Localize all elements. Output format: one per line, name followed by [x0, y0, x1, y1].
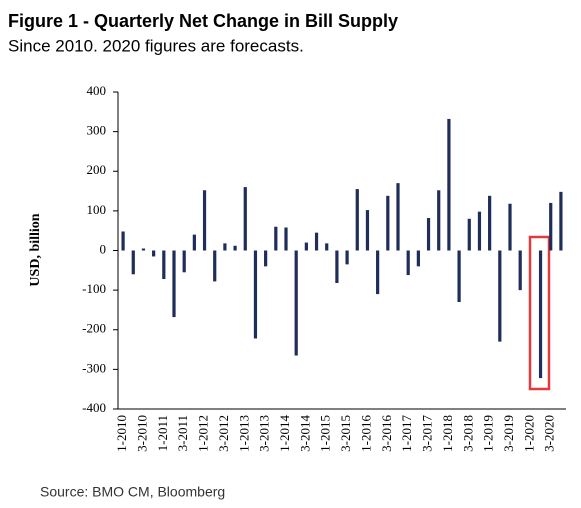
- x-tick-label: 1-2013: [236, 415, 251, 452]
- bar: [376, 250, 380, 295]
- bar: [355, 189, 359, 251]
- bar: [141, 248, 146, 251]
- bar: [559, 191, 563, 251]
- y-tick-label: 100: [87, 202, 107, 217]
- x-tick-label: 1-2014: [277, 415, 292, 452]
- bar: [162, 250, 166, 280]
- bar: [192, 234, 196, 251]
- bar: [447, 118, 451, 251]
- x-tick-label: 1-2012: [196, 415, 211, 452]
- chart-subtitle: Since 2010. 2020 figures are forecasts.: [8, 36, 304, 55]
- bar: [335, 250, 339, 283]
- bar: [498, 250, 502, 342]
- bar: [264, 250, 268, 267]
- x-tick-label: 1-2011: [155, 415, 170, 451]
- bar: [182, 250, 186, 273]
- bar: [284, 227, 288, 251]
- x-tick-label: 3-2011: [175, 415, 190, 451]
- bar: [396, 183, 400, 251]
- x-tick-label: 3-2019: [501, 415, 516, 452]
- bar: [294, 250, 298, 356]
- bar: [202, 190, 207, 251]
- x-tick-label: 1-2015: [318, 415, 333, 452]
- y-tick-label: -400: [82, 400, 106, 415]
- chart-title: Figure 1 - Quarterly Net Change in Bill …: [8, 11, 398, 31]
- bar: [152, 250, 156, 257]
- bar: [549, 202, 553, 251]
- highlight-box: [528, 235, 551, 391]
- bar: [406, 250, 410, 276]
- y-tick-label: 200: [87, 162, 107, 177]
- bar: [213, 250, 217, 282]
- x-tick-label: 3-2012: [216, 415, 231, 452]
- x-tick-label: 1-2018: [440, 415, 455, 452]
- x-tick-label: 1-2019: [481, 415, 496, 452]
- bar: [223, 243, 227, 251]
- bar: [518, 250, 522, 291]
- x-tick-label: 3-2015: [338, 415, 353, 452]
- y-tick-label: -200: [82, 321, 106, 336]
- bar: [457, 250, 461, 303]
- bar: [477, 211, 482, 251]
- bar: [325, 243, 329, 251]
- y-tick-label: 400: [87, 83, 107, 98]
- x-tick-label: 3-2014: [297, 415, 312, 452]
- bar: [131, 250, 135, 275]
- x-tick-label: 1-2017: [399, 415, 414, 452]
- bar: [345, 250, 349, 265]
- x-tick-label: 3-2017: [420, 415, 435, 452]
- y-axis-label: USD, billion: [28, 213, 43, 286]
- bar: [508, 203, 512, 251]
- x-tick-label: 1-2020: [521, 415, 536, 452]
- x-tick-label: 3-2010: [134, 415, 149, 452]
- bar: [488, 195, 492, 251]
- x-tick-label: 3-2016: [379, 415, 394, 452]
- bar: [386, 195, 390, 251]
- bar: [121, 231, 125, 251]
- y-tick-label: -100: [82, 281, 106, 296]
- bar: [243, 187, 247, 251]
- y-tick-label: -300: [82, 360, 106, 375]
- bar: [172, 250, 176, 318]
- x-tick-label: 1-2010: [114, 415, 129, 452]
- x-tick-label: 3-2013: [257, 415, 272, 452]
- x-tick-label: 3-2020: [542, 415, 557, 452]
- bar: [365, 210, 370, 251]
- y-tick-label: 300: [87, 123, 107, 138]
- bar: [538, 250, 543, 379]
- x-tick-label: 1-2016: [358, 415, 373, 452]
- bar: [274, 226, 278, 251]
- bar: [233, 245, 237, 251]
- bar: [314, 232, 319, 251]
- y-tick-label: 0: [100, 241, 107, 256]
- bar: [426, 218, 431, 251]
- bar: [437, 190, 441, 251]
- bar: [253, 250, 258, 339]
- bar: [416, 250, 420, 267]
- source: Source: BMO CM, Bloomberg: [40, 484, 225, 500]
- x-tick-label: 3-2018: [460, 415, 475, 452]
- bar: [467, 218, 471, 251]
- bar: [304, 242, 308, 251]
